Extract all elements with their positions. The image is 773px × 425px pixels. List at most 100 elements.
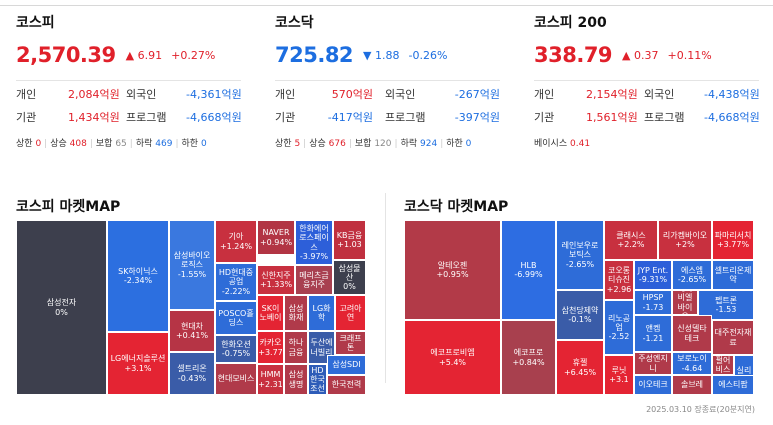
treemap-tile[interactable]: 에스엠 -2.65% (672, 260, 712, 290)
investor-value: 2,084억원 (68, 88, 120, 101)
treemap-tile[interactable]: 한국전력 (327, 375, 366, 395)
treemap-tile[interactable]: 리가켐바이오 +2% (658, 220, 712, 260)
investor-value: -4,438억원 (704, 88, 760, 101)
treemap-tile[interactable]: 삼성SDI (327, 355, 366, 375)
treemap-tile[interactable]: 삼성물산 0% (333, 260, 366, 295)
treemap-tile[interactable]: 레인보우로보틱스 -2.65% (556, 220, 604, 290)
tile-name: 주성엔지니 (638, 354, 668, 373)
tile-name: 카카오 (259, 338, 282, 348)
investor-value: 1,561억원 (586, 111, 638, 124)
treemap-tile[interactable]: 리노공업 -2.52 (604, 300, 634, 355)
kospi-title[interactable]: 코스피 (16, 15, 55, 31)
treemap-tile[interactable]: 루닛 +3.1 (604, 355, 634, 395)
tile-name: 에이비엘바이오 (677, 291, 693, 314)
investor-label: 기관 (16, 111, 37, 124)
tile-name: 펄어비스 (715, 355, 731, 374)
treemap-tile[interactable]: HD현대중공업 -2.22% (215, 263, 257, 301)
treemap-tile[interactable]: 보로노이 -4.64 (672, 352, 712, 375)
treemap-tile[interactable]: 메리츠금융지주 (295, 265, 333, 295)
treemap-tile[interactable]: 셀트리온 -0.43% (169, 352, 215, 395)
kospi-breadth-stats: 상한 0 | 상승 408 | 보합 65 | 하락 469 | 하한 0 (16, 139, 207, 149)
tile-change: -2.34% (123, 276, 153, 285)
treemap-tile[interactable]: 에코프로 +0.84% (501, 320, 556, 395)
tile-name: 휴젤 (572, 358, 588, 368)
kosdaq-title[interactable]: 코스닥 (275, 15, 314, 31)
treemap-tile[interactable]: 앤켐 -1.21 (634, 315, 672, 352)
tile-name: 한화에어로스페이스 (299, 224, 329, 252)
investor-label: 외국인 (385, 88, 416, 101)
treemap-tile[interactable]: 솔브레 (672, 375, 712, 395)
stat-value: 0 (200, 139, 207, 149)
stat-value: 0 (465, 139, 472, 149)
treemap-tile[interactable]: SK이노베이 (257, 295, 284, 331)
kospi-index-panel[interactable]: 코스피 2,570.39 ▲ 6.91 +0.27% 개인 2,084억원 외국… (16, 12, 242, 149)
treemap-tile[interactable]: 하나금융 (284, 331, 308, 364)
kospi200-title[interactable]: 코스피 200 (534, 15, 607, 31)
treemap-tile[interactable]: 대주전자재료 (712, 320, 754, 355)
treemap-tile[interactable]: 카카오 +3.77 (257, 331, 284, 364)
stat-value: 0 (35, 139, 42, 149)
tile-name: HPSP (642, 293, 664, 303)
treemap-tile[interactable]: SK하이닉스 -2.34% (107, 220, 169, 332)
kosdaq-index-panel[interactable]: 코스닥 725.82 ▼ 1.88 -0.26% 개인 570억원 외국인 -2… (275, 12, 500, 149)
treemap-tile[interactable]: 한화에어로스페이스 -3.97% (295, 220, 333, 265)
treemap-tile[interactable]: NAVER +0.94% (257, 220, 295, 255)
investor-value: -397억원 (454, 111, 500, 124)
treemap-tile[interactable]: 두산에너빌리 (308, 331, 335, 364)
treemap-tile[interactable]: 이오테크 (634, 375, 672, 395)
treemap-tile[interactable]: 클래시스 +2.2% (604, 220, 658, 260)
treemap-tile[interactable]: 현대모비스 (215, 363, 257, 395)
tile-name: 크래프톤 (339, 333, 362, 352)
treemap-tile[interactable]: HLB -6.99% (501, 220, 556, 320)
treemap-tile[interactable]: JYP Ent. -9.31% (634, 260, 672, 290)
treemap-tile[interactable]: 삼성생명 (284, 364, 308, 395)
treemap-tile[interactable]: 삼천당제약 -0.1% (556, 290, 604, 340)
tile-change: +2.96 (606, 284, 632, 294)
treemap-tile[interactable]: 코오롱티슈진 +2.96 (604, 260, 634, 300)
tile-name: 대주전자재료 (714, 328, 752, 347)
stat-label: 하한 (446, 139, 463, 149)
kospi-change: ▲ 6.91 (126, 49, 162, 62)
treemap-tile[interactable]: 삼성전자 0% (16, 220, 107, 395)
treemap-tile[interactable]: 신성델타테크 (672, 315, 712, 352)
treemap-tile[interactable]: 펄어비스 (712, 355, 734, 375)
investor-label: 개인 (275, 88, 296, 101)
investor-row: 개인 2,084억원 외국인 -4,361억원 (16, 84, 242, 104)
treemap-tile[interactable]: 삼성바이오로직스 -1.55% (169, 220, 215, 310)
treemap-tile[interactable]: 기아 +1.24% (215, 220, 257, 263)
treemap-tile[interactable]: HPSP -1.73 (634, 290, 672, 315)
investor-row: 개인 570억원 외국인 -267억원 (275, 84, 500, 104)
treemap-tile[interactable]: 에이비엘바이오 (672, 290, 698, 315)
kospi200-index-panel[interactable]: 코스피 200 338.79 ▲ 0.37 +0.11% 개인 2,154억원 … (534, 12, 760, 149)
treemap-tile[interactable]: 휴젤 +6.45% (556, 340, 604, 395)
treemap-tile[interactable]: HD한국조선 (308, 364, 327, 395)
investor-row: 기관 -417억원 프로그램 -397억원 (275, 107, 500, 127)
top-divider (0, 5, 773, 6)
treemap-tile[interactable]: 알테오젠 +0.95% (404, 220, 501, 320)
treemap-tile[interactable]: 삼성화재 (284, 295, 308, 331)
stat-value: 676 (328, 139, 346, 149)
tile-change: +0.84% (512, 357, 545, 367)
treemap-tile[interactable]: 한화오션 -0.75% (215, 335, 257, 363)
tile-name: 셀트리온제약 (714, 265, 752, 284)
treemap-tile[interactable]: POSCO홀딩스 (215, 301, 257, 335)
treemap-tile[interactable]: KB금융 +1.03 (333, 220, 366, 260)
treemap-tile[interactable]: 고려아연 (335, 295, 366, 331)
treemap-tile[interactable]: LG에너지솔루션 +3.1% (107, 332, 169, 395)
treemap-tile[interactable]: 주성엔지니 (634, 352, 672, 375)
treemap-tile[interactable]: 에코프로비엠 +5.4% (404, 320, 501, 395)
treemap-tile[interactable]: 셀트리온제약 (712, 260, 754, 290)
kosdaq-map-title: 코스닥 마켓MAP (404, 199, 509, 215)
treemap-tile[interactable]: 크래프톤 (335, 331, 366, 355)
treemap-tile[interactable]: 신한지주 +1.33% (257, 265, 295, 295)
tile-name: 파마리서치 (714, 230, 752, 240)
treemap-tile[interactable]: 현대차 +0.41% (169, 310, 215, 352)
kosdaq-change-percent: -0.26% (408, 48, 448, 62)
treemap-tile[interactable]: LG화학 (308, 295, 335, 331)
treemap-tile[interactable]: HMM +2.31 (257, 364, 284, 395)
investor-label: 프로그램 (126, 111, 167, 124)
tile-name: SK이노베이 (259, 303, 282, 322)
tile-change: +1.24% (219, 241, 253, 251)
treemap-tile[interactable]: 에스티팜 (712, 375, 754, 395)
treemap-tile[interactable]: 파마리서치 +3.77% (712, 220, 754, 260)
